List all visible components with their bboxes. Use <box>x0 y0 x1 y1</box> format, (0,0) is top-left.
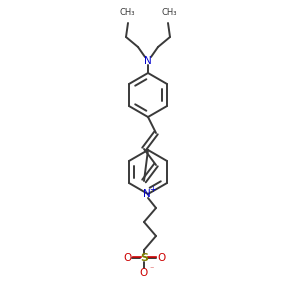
Text: ⁻: ⁻ <box>149 265 153 274</box>
Text: O: O <box>157 253 165 263</box>
Text: N: N <box>143 189 151 199</box>
Text: N: N <box>144 56 152 66</box>
Text: S: S <box>140 253 148 263</box>
Text: CH₃: CH₃ <box>119 8 135 17</box>
Text: O: O <box>140 268 148 278</box>
Text: O: O <box>123 253 131 263</box>
Text: CH₃: CH₃ <box>161 8 177 17</box>
Text: +: + <box>150 185 156 194</box>
